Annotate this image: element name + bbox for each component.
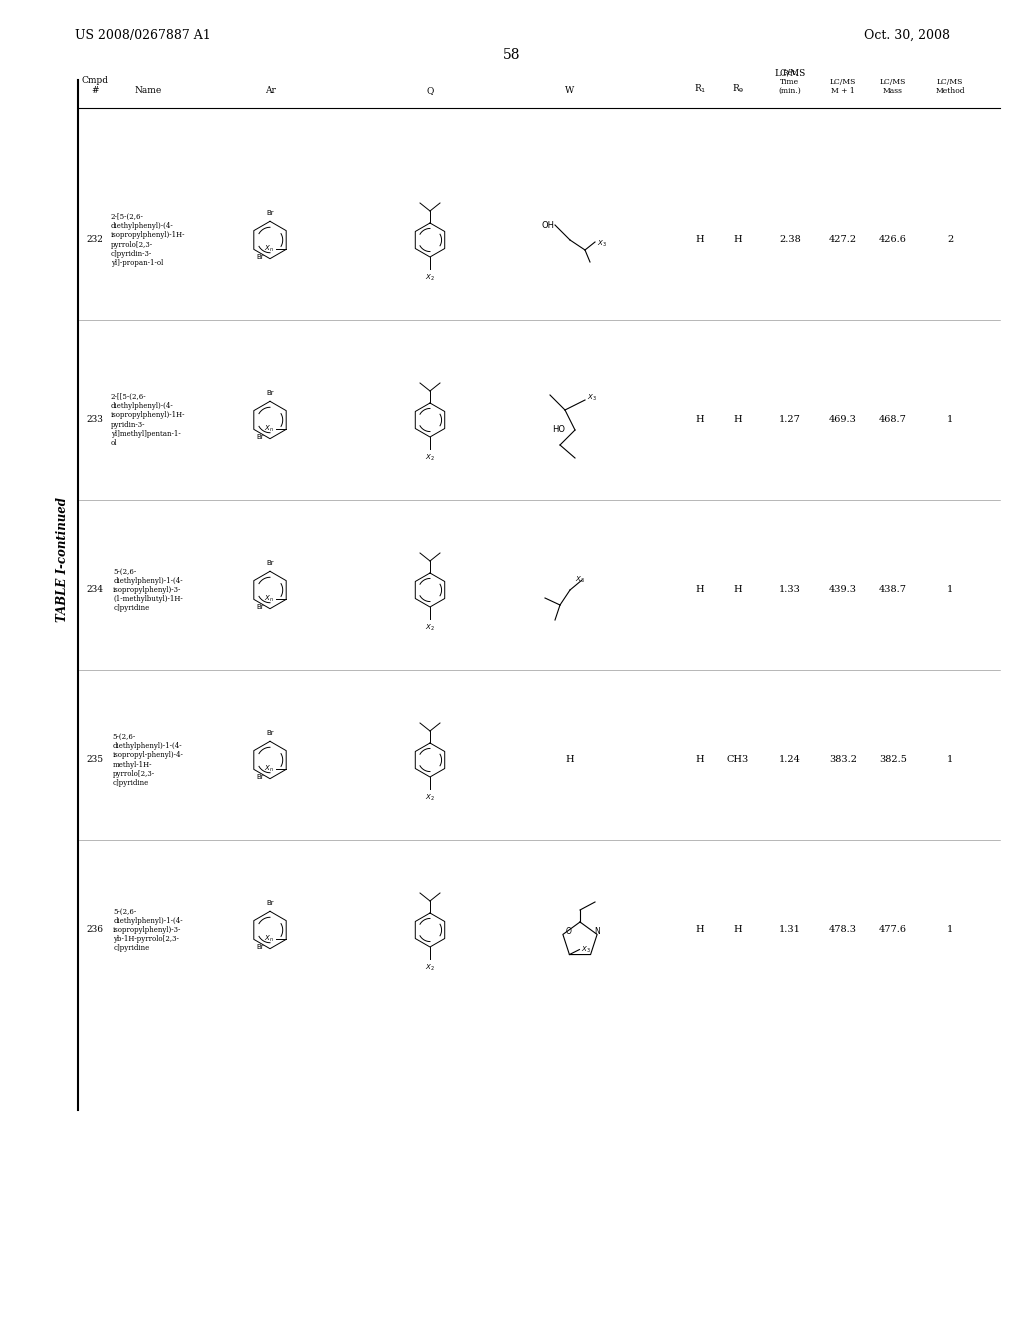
Text: LC/MS: LC/MS [774, 69, 806, 77]
Text: $X_3$: $X_3$ [597, 239, 607, 249]
Text: O: O [566, 928, 571, 936]
Text: 1: 1 [947, 586, 953, 594]
Text: Br: Br [257, 775, 264, 780]
Text: H: H [695, 235, 705, 244]
Text: H: H [733, 586, 742, 594]
Text: H: H [695, 925, 705, 935]
Text: Br: Br [266, 730, 273, 737]
Text: Br: Br [257, 255, 264, 260]
Text: LC/MS
Method: LC/MS Method [935, 78, 965, 95]
Text: $X_3$: $X_3$ [582, 945, 591, 954]
Text: 478.3: 478.3 [829, 925, 857, 935]
Text: H: H [733, 235, 742, 244]
Text: 2-[5-(2,6-
diethylphenyl)-(4-
isopropylphenyl)-1H-
pyrrolo[2,3-
c]pyridin-3-
yl]: 2-[5-(2,6- diethylphenyl)-(4- isopropylp… [111, 213, 185, 267]
Text: Cmpd
#: Cmpd # [82, 75, 109, 95]
Text: Q: Q [426, 86, 434, 95]
Text: H: H [695, 416, 705, 425]
Text: H: H [695, 755, 705, 764]
Text: N: N [594, 928, 600, 936]
Text: 468.7: 468.7 [879, 416, 907, 425]
Text: HO: HO [552, 425, 565, 434]
Text: 58: 58 [503, 48, 521, 62]
Text: TABLE I-continued: TABLE I-continued [55, 498, 69, 623]
Text: Oct. 30, 2008: Oct. 30, 2008 [864, 29, 950, 41]
Text: H: H [733, 416, 742, 425]
Text: $X_2$: $X_2$ [425, 793, 435, 803]
Text: CH3: CH3 [727, 755, 750, 764]
Text: Br: Br [257, 434, 264, 441]
Text: 1.31: 1.31 [779, 925, 801, 935]
Text: Ar: Ar [264, 86, 275, 95]
Text: 236: 236 [86, 925, 103, 935]
Text: LC/MS
M + 1: LC/MS M + 1 [829, 78, 856, 95]
Text: 382.5: 382.5 [879, 755, 907, 764]
Text: R$_9$: R$_9$ [732, 82, 744, 95]
Text: 232: 232 [87, 235, 103, 244]
Text: 235: 235 [86, 755, 103, 764]
Text: 5-(2,6-
diethylphenyl)-1-(4-
isopropylphenyl)-3-
(1-methylbutyl)-1H-
c]pyridine: 5-(2,6- diethylphenyl)-1-(4- isopropylph… [113, 568, 183, 612]
Text: $X_2$: $X_2$ [425, 623, 435, 634]
Text: Ret.
Time
(min.): Ret. Time (min.) [778, 69, 802, 95]
Text: 1.33: 1.33 [779, 586, 801, 594]
Text: R$_1$: R$_1$ [694, 82, 707, 95]
Text: Br: Br [257, 605, 264, 610]
Text: Br: Br [257, 944, 264, 950]
Text: W: W [565, 86, 574, 95]
Text: H: H [733, 925, 742, 935]
Text: 427.2: 427.2 [829, 235, 857, 244]
Text: $X_n$: $X_n$ [264, 594, 274, 605]
Text: $X_2$: $X_2$ [425, 964, 435, 973]
Text: 2.38: 2.38 [779, 235, 801, 244]
Text: $X_n$: $X_n$ [264, 764, 274, 775]
Text: $X_n$: $X_n$ [264, 935, 274, 944]
Text: Br: Br [266, 900, 273, 907]
Text: 1: 1 [947, 925, 953, 935]
Text: 2-[[5-(2,6-
diethylphenyl)-(4-
isopropylphenyl)-1H-
pyridin-3-
yl]methyl]pentan-: 2-[[5-(2,6- diethylphenyl)-(4- isopropyl… [111, 393, 185, 447]
Text: OH: OH [542, 220, 555, 230]
Text: 1.27: 1.27 [779, 416, 801, 425]
Text: H: H [565, 755, 574, 764]
Text: $X_3$: $X_3$ [587, 393, 597, 403]
Text: 233: 233 [87, 416, 103, 425]
Text: $X_2$: $X_2$ [425, 453, 435, 463]
Text: US 2008/0267887 A1: US 2008/0267887 A1 [75, 29, 211, 41]
Text: 426.6: 426.6 [879, 235, 907, 244]
Text: Br: Br [266, 391, 273, 396]
Text: $X_n$: $X_n$ [264, 244, 274, 255]
Text: 477.6: 477.6 [879, 925, 907, 935]
Text: LC/MS
Mass: LC/MS Mass [880, 78, 906, 95]
Text: 1.24: 1.24 [779, 755, 801, 764]
Text: Br: Br [266, 560, 273, 566]
Text: 383.2: 383.2 [829, 755, 857, 764]
Text: 438.7: 438.7 [879, 586, 907, 594]
Text: H: H [695, 586, 705, 594]
Text: 1: 1 [947, 755, 953, 764]
Text: 469.3: 469.3 [829, 416, 857, 425]
Text: 439.3: 439.3 [829, 586, 857, 594]
Text: Name: Name [134, 86, 162, 95]
Text: $X_n$: $X_n$ [264, 424, 274, 434]
Text: 1: 1 [947, 416, 953, 425]
Text: 5-(2,6-
diethylphenyl)-1-(4-
isopropyl-phenyl)-4-
methyl-1H-
pyrrolo[2,3-
c]pyri: 5-(2,6- diethylphenyl)-1-(4- isopropyl-p… [113, 733, 183, 787]
Text: $X_2$: $X_2$ [425, 273, 435, 284]
Text: 2: 2 [947, 235, 953, 244]
Text: 234: 234 [86, 586, 103, 594]
Text: Br: Br [266, 210, 273, 216]
Text: 5-(2,6-
diethylphenyl)-1-(4-
isopropylphenyl)-3-
yb-1H-pyrrolo[2,3-
c]pyridine: 5-(2,6- diethylphenyl)-1-(4- isopropylph… [114, 908, 183, 953]
Text: $X_3$: $X_3$ [575, 576, 585, 585]
